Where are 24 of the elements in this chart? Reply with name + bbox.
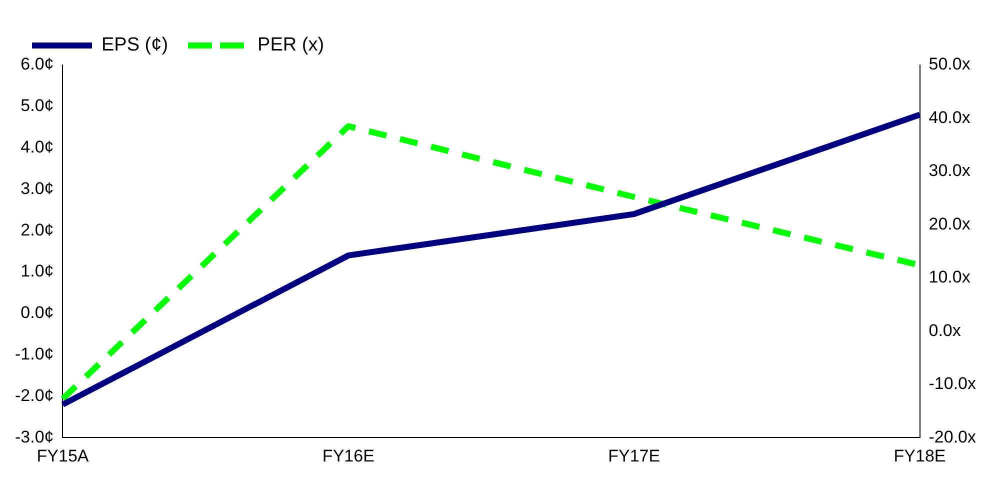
y-tick-label: 3.0¢ <box>20 178 54 198</box>
x-tick-label: FY16E <box>322 446 374 466</box>
y2-tick-label: 40.0x <box>928 108 971 127</box>
y-tick-label: 6.0¢ <box>20 54 54 74</box>
x-tick-label: FY17E <box>608 446 660 466</box>
y-tick-label: 2.0¢ <box>20 220 54 240</box>
y2-tick-label: -20.0x <box>928 427 976 446</box>
y-tick-label: -1.0¢ <box>15 344 54 364</box>
y-tick-label: 0.0¢ <box>20 303 54 322</box>
y2-tick-label: 20.0x <box>928 214 971 234</box>
legend-label: EPS (¢) <box>102 34 168 56</box>
y-tick-label: 5.0¢ <box>20 96 54 116</box>
legend-label: PER (x) <box>258 34 324 56</box>
y-tick-label: -3.0¢ <box>15 427 54 446</box>
y2-tick-label: 30.0x <box>928 161 971 180</box>
y-tick-label: -2.0¢ <box>15 386 54 405</box>
y2-tick-label: 0.0x <box>928 320 962 340</box>
y2-tick-label: -10.0x <box>928 374 976 394</box>
y2-tick-label: 10.0x <box>928 268 971 287</box>
x-tick-label: FY15A <box>36 446 90 466</box>
y-tick-label: 4.0¢ <box>20 137 54 156</box>
y-tick-label: 1.0¢ <box>20 262 54 281</box>
x-tick-label: FY18E <box>894 446 946 466</box>
y2-tick-label: 50.0x <box>928 54 971 74</box>
